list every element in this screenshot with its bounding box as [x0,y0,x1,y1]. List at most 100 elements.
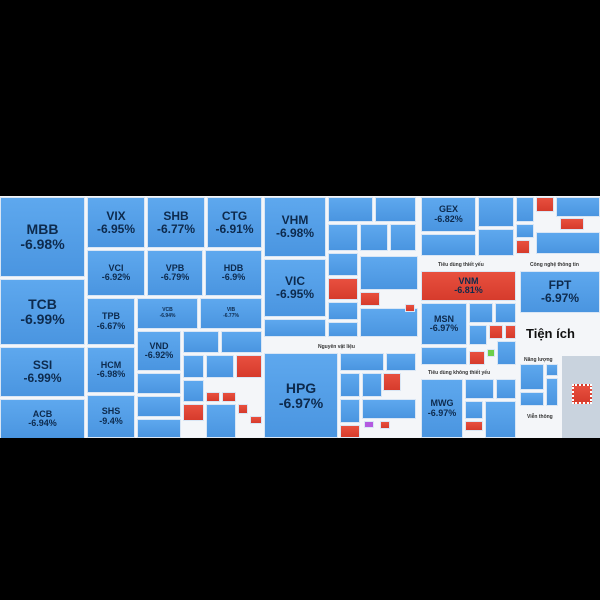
small-tile[interactable] [264,319,326,337]
small-tile[interactable] [328,278,358,300]
small-tile[interactable] [340,353,384,371]
small-tile[interactable] [520,364,544,390]
small-tile[interactable] [536,197,554,212]
small-tile[interactable] [340,399,360,423]
small-tile[interactable] [469,303,493,323]
small-tile[interactable] [183,380,204,402]
tile-vnd[interactable]: VND -6.92% [137,331,181,371]
tile-tpb[interactable]: TPB -6.67% [87,298,135,345]
small-tile[interactable] [478,229,514,256]
small-tile[interactable] [375,197,416,222]
tile-hpg[interactable]: HPG -6.97% [264,353,338,438]
small-tile[interactable] [546,378,558,406]
small-tile[interactable] [238,404,248,414]
tile-ctg[interactable]: CTG -6.91% [207,197,262,248]
small-tile[interactable] [485,401,516,438]
small-tile[interactable] [516,197,534,222]
tile-gex[interactable]: GEX -6.82% [421,197,476,232]
small-tile[interactable] [487,349,495,357]
small-tile[interactable] [546,364,558,376]
small-tile[interactable] [497,341,516,365]
small-tile[interactable] [516,224,534,238]
tile-mwg[interactable]: MWG -6.97% [421,379,463,438]
tile-hdb[interactable]: HDB -6.9% [205,250,262,296]
small-tile[interactable] [340,373,360,397]
change: -6.9% [221,272,246,282]
tile-acb[interactable]: ACB -6.94% [0,399,85,438]
small-tile[interactable] [405,304,415,312]
small-tile[interactable] [421,347,467,365]
ticker: HDB [223,262,244,273]
small-tile[interactable] [465,401,483,419]
small-tile[interactable] [505,325,516,339]
small-tile[interactable] [478,197,514,227]
small-tile[interactable] [236,355,262,378]
small-tile[interactable] [362,399,416,419]
tile-hcm[interactable]: HCM -6.98% [87,347,135,393]
small-tile[interactable] [328,302,358,320]
small-tile[interactable] [516,240,530,254]
small-tile[interactable] [469,351,485,365]
small-tile[interactable] [560,218,584,230]
small-tile[interactable] [489,325,503,339]
small-tile[interactable] [465,379,494,399]
tile-fpt[interactable]: FPT -6.97% [520,271,600,313]
small-tile[interactable] [137,396,181,417]
small-tile[interactable] [380,421,390,429]
tile-vic[interactable]: VIC -6.95% [264,259,326,317]
tile-tcb[interactable]: TCB -6.99% [0,279,85,345]
small-tile[interactable] [328,253,358,276]
tile-msn[interactable]: MSN -6.97% [421,303,467,345]
change: -6.94% [28,418,57,428]
small-tile[interactable] [421,234,476,256]
small-tile[interactable] [390,224,416,251]
small-tile[interactable] [206,404,236,438]
small-tile[interactable] [183,355,204,378]
tile-vnm[interactable]: VNM -6.81% [421,271,516,301]
small-tile[interactable] [386,353,416,371]
small-tile[interactable] [469,325,487,345]
small-tile[interactable] [495,303,516,323]
small-tile[interactable] [183,331,219,353]
tile-shb[interactable]: SHB -6.77% [147,197,205,248]
tile-vib[interactable]: VIB -6.77% [200,298,262,329]
change: -9.4% [99,415,123,426]
tile-vpb[interactable]: VPB -6.79% [147,250,203,296]
tile-shs[interactable]: SHS -9.4% [87,395,135,438]
small-tile[interactable] [536,232,600,254]
small-tile[interactable] [360,256,418,290]
small-tile[interactable] [206,355,234,378]
small-tile[interactable] [222,392,236,402]
tile-mbb[interactable]: MBB -6.98% [0,197,85,277]
small-tile[interactable] [137,373,181,394]
small-tile[interactable] [360,224,388,251]
small-tile[interactable] [362,373,382,397]
small-tile[interactable] [328,322,358,337]
small-tile[interactable] [496,379,516,399]
tile-vci[interactable]: VCI -6.92% [87,250,145,296]
tile-ssi[interactable]: SSI -6.99% [0,347,85,397]
sector-label-telecom: Viễn thông [527,414,553,420]
small-tile[interactable] [206,392,220,402]
small-tile[interactable] [250,416,262,424]
small-tile[interactable] [328,197,373,222]
small-tile[interactable] [340,425,360,438]
ticker: HCM [100,359,122,370]
tile-vix[interactable]: VIX -6.95% [87,197,145,248]
small-tile[interactable] [137,419,181,438]
small-tile[interactable] [556,197,600,217]
tile-vcb[interactable]: VCB -6.94% [137,298,198,329]
small-tile[interactable] [364,421,374,428]
small-tile[interactable] [465,421,483,431]
small-tile[interactable] [520,392,544,406]
small-tile[interactable] [183,404,204,421]
small-tile[interactable] [360,308,418,337]
utilities-tiles[interactable] [572,384,592,404]
tile-vhm[interactable]: VHM -6.98% [264,197,326,257]
change: -6.95% [96,221,136,236]
ticker: SSI [32,358,53,373]
small-tile[interactable] [360,292,380,306]
small-tile[interactable] [383,373,401,391]
small-tile[interactable] [221,331,262,353]
small-tile[interactable] [328,224,358,251]
